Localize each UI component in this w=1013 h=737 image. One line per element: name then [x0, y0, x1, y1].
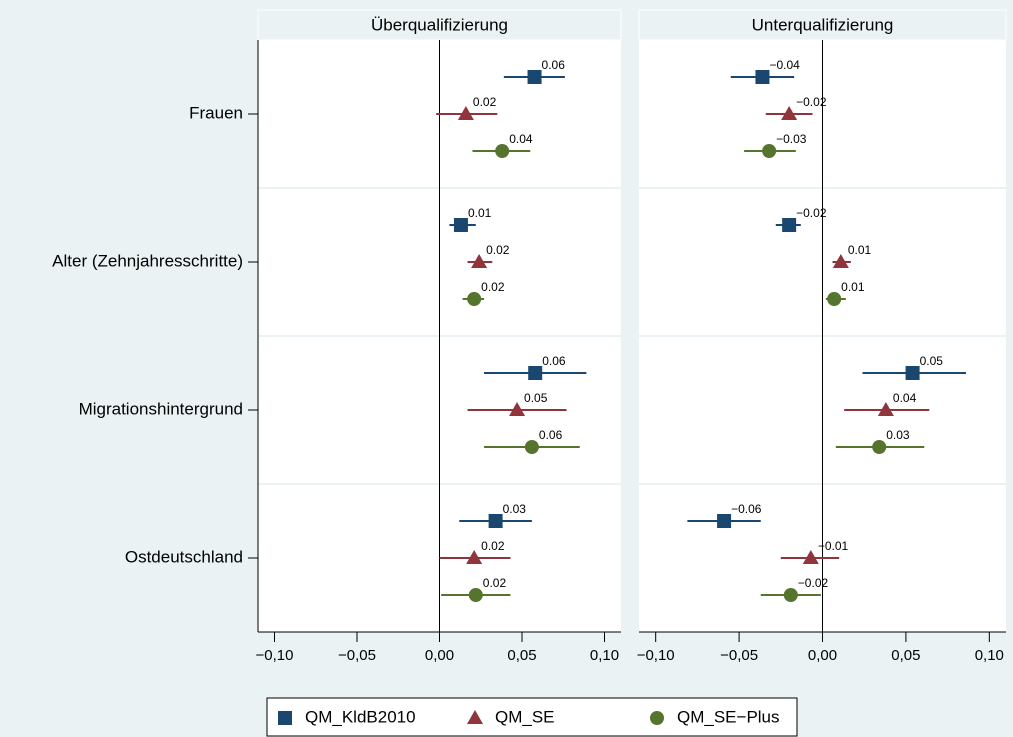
marker — [453, 218, 468, 232]
marker — [495, 144, 510, 158]
value-label: 0.06 — [542, 58, 566, 72]
marker — [832, 254, 849, 268]
marker — [471, 254, 488, 268]
value-label: 0.04 — [509, 132, 533, 146]
value-label: −0.02 — [798, 576, 829, 590]
marker — [467, 710, 483, 724]
marker — [509, 402, 526, 416]
value-label: −0.06 — [731, 502, 762, 516]
x-tick-label: −0,05 — [338, 647, 376, 664]
marker — [781, 106, 798, 120]
y-tick-label: Frauen — [189, 103, 243, 122]
marker — [905, 366, 920, 380]
marker — [782, 218, 797, 232]
value-label: 0.01 — [848, 243, 872, 257]
x-tick-label: −0,05 — [720, 647, 758, 664]
panel-title: Überqualifizierung — [371, 15, 508, 34]
marker — [717, 514, 732, 528]
marker — [278, 711, 292, 725]
value-label: −0.01 — [818, 539, 849, 553]
value-label: 0.03 — [886, 428, 910, 442]
x-tick-label: 0,00 — [808, 647, 837, 664]
panel-header — [638, 9, 1007, 41]
value-label: 0.01 — [468, 206, 492, 220]
value-label: 0.02 — [473, 95, 497, 109]
marker — [755, 70, 770, 84]
value-label: 0.02 — [481, 280, 505, 294]
legend-box — [266, 697, 798, 737]
y-tick-label: Migrationshintergrund — [79, 399, 243, 418]
marker — [827, 292, 842, 306]
value-label: 0.02 — [481, 539, 505, 553]
value-label: 0.06 — [542, 354, 566, 368]
x-tick-label: 0,05 — [891, 647, 920, 664]
legend-label: QM_SE−Plus — [677, 707, 780, 726]
marker — [468, 588, 483, 602]
marker — [650, 711, 664, 725]
value-label: −0.02 — [796, 206, 827, 220]
legend-label: QM_SE — [495, 707, 555, 726]
value-label: 0.05 — [524, 391, 548, 405]
value-label: 0.01 — [841, 280, 865, 294]
y-tick-label: Ostdeutschland — [125, 547, 243, 566]
x-tick-label: 0,10 — [590, 647, 619, 664]
panel-header — [257, 9, 622, 41]
value-label: −0.03 — [776, 132, 807, 146]
marker — [877, 402, 894, 416]
marker — [872, 440, 887, 454]
marker — [488, 514, 503, 528]
value-label: 0.06 — [539, 428, 563, 442]
x-tick-label: 0,10 — [975, 647, 1004, 664]
value-label: 0.05 — [920, 354, 944, 368]
value-label: 0.02 — [486, 243, 510, 257]
marker — [457, 106, 474, 120]
marker — [466, 550, 483, 564]
marker — [527, 70, 542, 84]
marker — [802, 550, 819, 564]
value-label: −0.04 — [769, 58, 800, 72]
value-label: 0.03 — [503, 502, 527, 516]
x-tick-label: 0,00 — [425, 647, 454, 664]
marker — [762, 144, 777, 158]
marker — [467, 292, 482, 306]
value-label: 0.04 — [893, 391, 917, 405]
x-tick-label: −0,10 — [637, 647, 675, 664]
marker — [528, 366, 543, 380]
marker — [524, 440, 539, 454]
value-label: −0.02 — [796, 95, 827, 109]
y-tick-label: Alter (Zehnjahresschritte) — [52, 251, 243, 270]
value-label: 0.02 — [483, 576, 507, 590]
x-tick-label: −0,10 — [256, 647, 294, 664]
marker — [783, 588, 798, 602]
legend-label: QM_KldB2010 — [305, 707, 416, 726]
x-tick-label: 0,05 — [507, 647, 536, 664]
panel-title: Unterqualifizierung — [752, 15, 894, 34]
